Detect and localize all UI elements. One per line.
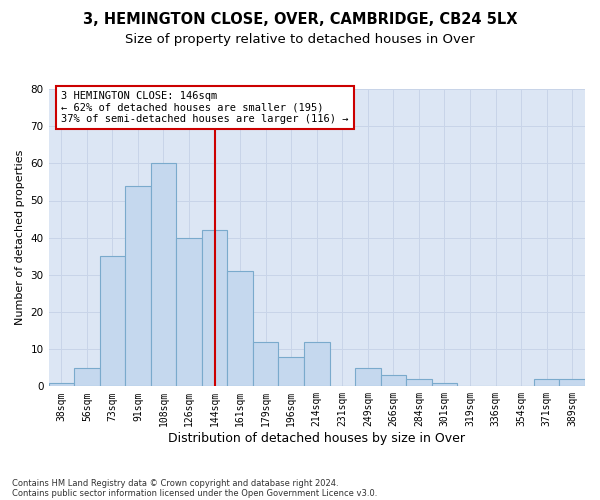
Bar bbox=[74, 368, 100, 386]
X-axis label: Distribution of detached houses by size in Over: Distribution of detached houses by size … bbox=[168, 432, 465, 445]
Y-axis label: Number of detached properties: Number of detached properties bbox=[15, 150, 25, 326]
Bar bbox=[100, 256, 125, 386]
Bar bbox=[151, 164, 176, 386]
Bar bbox=[253, 342, 278, 386]
Bar bbox=[227, 271, 253, 386]
Bar bbox=[534, 379, 559, 386]
Bar bbox=[355, 368, 380, 386]
Bar bbox=[202, 230, 227, 386]
Text: Contains public sector information licensed under the Open Government Licence v3: Contains public sector information licen… bbox=[12, 488, 377, 498]
Text: 3 HEMINGTON CLOSE: 146sqm
← 62% of detached houses are smaller (195)
37% of semi: 3 HEMINGTON CLOSE: 146sqm ← 62% of detac… bbox=[61, 91, 349, 124]
Bar bbox=[406, 379, 432, 386]
Bar bbox=[304, 342, 329, 386]
Bar bbox=[380, 375, 406, 386]
Bar bbox=[432, 382, 457, 386]
Bar bbox=[278, 356, 304, 386]
Text: 3, HEMINGTON CLOSE, OVER, CAMBRIDGE, CB24 5LX: 3, HEMINGTON CLOSE, OVER, CAMBRIDGE, CB2… bbox=[83, 12, 517, 28]
Text: Size of property relative to detached houses in Over: Size of property relative to detached ho… bbox=[125, 32, 475, 46]
Text: Contains HM Land Registry data © Crown copyright and database right 2024.: Contains HM Land Registry data © Crown c… bbox=[12, 478, 338, 488]
Bar bbox=[125, 186, 151, 386]
Bar bbox=[49, 382, 74, 386]
Bar bbox=[176, 238, 202, 386]
Bar bbox=[559, 379, 585, 386]
